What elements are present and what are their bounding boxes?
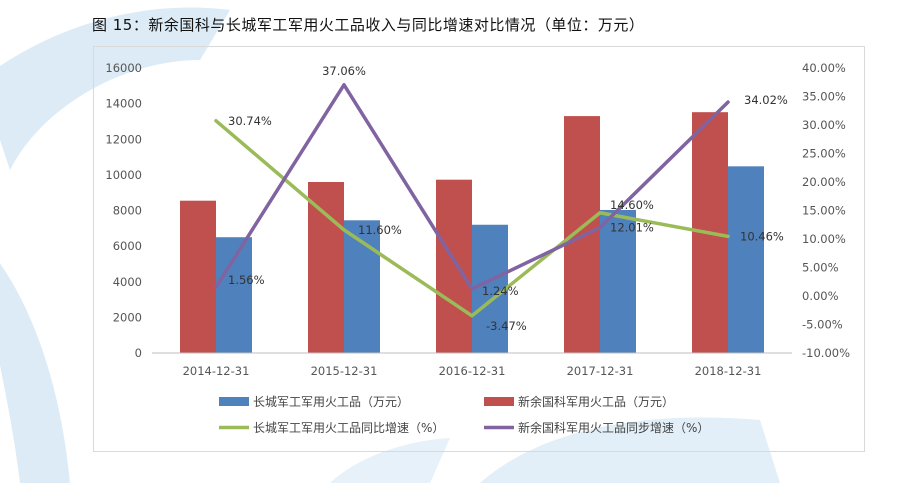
data-label-xinyu-growth: 37.06% — [322, 64, 366, 78]
data-label-changcheng-growth: 11.60% — [358, 223, 402, 237]
y-left-tick-label: 12000 — [105, 132, 142, 146]
bar-changcheng-jungong — [600, 209, 636, 353]
y-right-tick-label: 35.00% — [802, 90, 846, 104]
x-tick-label: 2014-12-31 — [183, 364, 250, 378]
data-label-changcheng-growth: 10.46% — [740, 229, 784, 243]
y-right-tick-label: -5.00% — [802, 318, 843, 332]
y-right-tick-label: 15.00% — [802, 204, 846, 218]
y-right-tick-label: 25.00% — [802, 147, 846, 161]
legend-swatch — [484, 397, 514, 406]
y-right-tick-label: -10.00% — [802, 346, 850, 360]
data-label-xinyu-growth: 12.01% — [610, 221, 654, 235]
data-label-xinyu-growth: 1.56% — [228, 273, 265, 287]
x-tick-label: 2016-12-31 — [439, 364, 506, 378]
data-label-changcheng-growth: 30.74% — [228, 114, 272, 128]
data-label-changcheng-growth: 14.60% — [610, 198, 654, 212]
legend-label: 长城军工军用火工品（万元） — [253, 395, 409, 409]
y-left-tick-label: 4000 — [113, 275, 142, 289]
x-tick-label: 2017-12-31 — [567, 364, 634, 378]
y-right-tick-label: 30.00% — [802, 118, 846, 132]
bar-changcheng-jungong — [472, 224, 508, 353]
figure-title: 图 15：新余国科与长城军工军用火工品收入与同比增速对比情况（单位：万元） — [92, 16, 645, 34]
chart: 0 2000 4000 6000 8000 10000 12000 14000 16000 -10… — [105, 61, 850, 435]
line-changcheng-growth — [214, 119, 730, 318]
data-label-xinyu-growth: 34.02% — [744, 93, 788, 107]
y-right-tick-label: 10.00% — [802, 232, 846, 246]
x-tick-label: 2018-12-31 — [695, 364, 762, 378]
bar-xinyu-guoke — [180, 200, 216, 353]
y-right-tick-label: 5.00% — [802, 261, 839, 275]
bar-xinyu-guoke — [308, 182, 344, 353]
legend-swatch — [219, 397, 249, 406]
legend-label: 新余国科军用火工品同步增速（%） — [518, 420, 709, 435]
y-left-tick-label: 10000 — [105, 168, 142, 182]
y-right-tick-label: 0.00% — [802, 289, 839, 303]
data-label-changcheng-growth: -3.47% — [486, 319, 527, 333]
legend-label: 长城军工军用火工品同比增速（%） — [253, 421, 444, 435]
y-left-tick-label: 2000 — [113, 310, 142, 324]
bar-xinyu-guoke — [436, 179, 472, 353]
y-left-tick-label: 6000 — [113, 239, 142, 253]
legend-label: 新余国科军用火工品（万元） — [518, 394, 674, 409]
bar-changcheng-jungong — [728, 166, 764, 353]
x-tick-label: 2015-12-31 — [311, 364, 378, 378]
y-right-tick-label: 40.00% — [802, 61, 846, 75]
y-left-tick-label: 8000 — [113, 204, 142, 218]
chart-frame: 0 2000 4000 6000 8000 10000 12000 14000 16000 -10… — [93, 46, 865, 452]
line-xinyu-growth — [214, 83, 730, 291]
bar-changcheng-jungong — [216, 237, 252, 353]
y-left-tick-label: 14000 — [105, 97, 142, 111]
y-right-tick-label: 20.00% — [802, 175, 846, 189]
y-left-tick-label: 0 — [135, 346, 142, 360]
data-label-xinyu-growth: 1.24% — [482, 284, 519, 298]
y-left-tick-label: 16000 — [105, 61, 142, 75]
